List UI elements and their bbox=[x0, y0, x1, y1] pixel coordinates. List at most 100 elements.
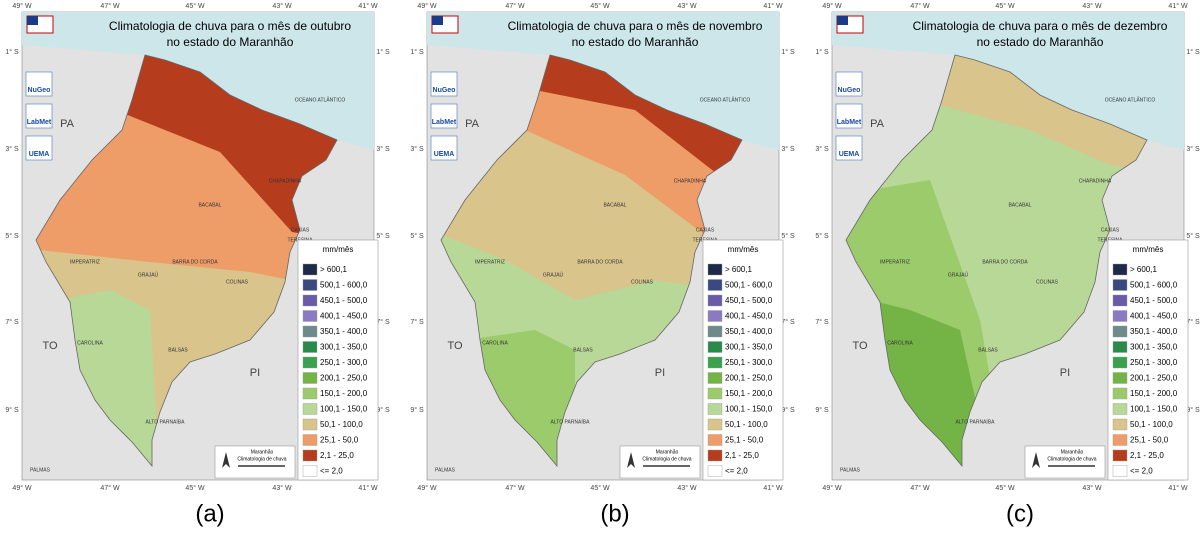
state-label: PA bbox=[60, 118, 75, 130]
longitude-label: 43° W bbox=[1082, 484, 1102, 492]
legend-label: 450,1 - 500,0 bbox=[725, 296, 773, 305]
city-label: BACABAL bbox=[198, 202, 221, 208]
longitude-label: 43° W bbox=[1082, 2, 1102, 10]
longitude-label: 49° W bbox=[822, 2, 842, 10]
city-label: CAXIAS bbox=[696, 227, 715, 233]
legend-label: 300,1 - 350,0 bbox=[320, 343, 368, 352]
city-label: IMPERATRIZ bbox=[880, 259, 910, 265]
legend-swatch bbox=[707, 263, 723, 276]
legend-label: 450,1 - 500,0 bbox=[320, 296, 368, 305]
longitude-label: 41° W bbox=[763, 484, 783, 492]
legend-label: 350,1 - 400,0 bbox=[1130, 327, 1178, 336]
longitude-label: 47° W bbox=[910, 2, 930, 10]
latitude-label: 9° S bbox=[376, 406, 390, 414]
latitude-label: 5° S bbox=[5, 232, 19, 240]
city-label: CAXIAS bbox=[1101, 227, 1120, 233]
latitude-label: 5° S bbox=[376, 232, 390, 240]
longitude-label: 43° W bbox=[677, 2, 697, 10]
ocean bbox=[832, 12, 1184, 150]
legend-label: 500,1 - 600,0 bbox=[725, 281, 773, 290]
title-line: no estado do Maranhão bbox=[977, 35, 1104, 49]
legend-label: 400,1 - 450,0 bbox=[320, 312, 368, 321]
city-label: PALMAS bbox=[435, 467, 456, 473]
legend-label: 100,1 - 150,0 bbox=[725, 405, 773, 414]
latitude-label: 7° S bbox=[1186, 318, 1200, 326]
longitude-label: 45° W bbox=[185, 2, 205, 10]
logo-text: NuGeo bbox=[433, 87, 456, 94]
city-label: BARRA DO CORDA bbox=[172, 259, 218, 265]
legend-label: 250,1 - 300,0 bbox=[320, 358, 368, 367]
legend-swatch bbox=[302, 341, 318, 353]
city-label: IMPERATRIZ bbox=[475, 259, 505, 265]
logo bbox=[430, 135, 458, 161]
city-label: ALTO PARNAÍBA bbox=[956, 418, 996, 425]
city-label: OCEANO ATLÂNTICO bbox=[700, 96, 751, 103]
longitude-label: 49° W bbox=[822, 484, 842, 492]
logo-text: NuGeo bbox=[28, 87, 51, 94]
legend-label: <= 2,0 bbox=[725, 467, 748, 476]
city-label: CHAPADINHA bbox=[1079, 178, 1112, 184]
legend-swatch bbox=[707, 310, 723, 322]
panel-caption: (b) bbox=[600, 500, 629, 527]
legend-title: mm/mês bbox=[1133, 245, 1164, 254]
city-label: CAXIAS bbox=[291, 227, 310, 233]
longitude-label: 41° W bbox=[763, 2, 783, 10]
city-label: OCEANO ATLÂNTICO bbox=[295, 96, 346, 103]
legend-label: 25,1 - 50,0 bbox=[725, 436, 764, 445]
north-arrow bbox=[1032, 452, 1040, 468]
legend-swatch bbox=[302, 418, 318, 431]
legend-swatch bbox=[707, 418, 723, 431]
ocean bbox=[22, 12, 374, 150]
legend-label: 500,1 - 600,0 bbox=[1130, 281, 1178, 290]
city-label: IMPERATRIZ bbox=[70, 259, 100, 265]
title-line: Climatologia de chuva para o mês de nove… bbox=[508, 19, 763, 33]
legend-swatch bbox=[302, 325, 318, 338]
legend-swatch bbox=[707, 372, 723, 384]
state-outline bbox=[845, 54, 1148, 468]
latitude-label: 3° S bbox=[376, 145, 390, 153]
latitude-label: 3° S bbox=[5, 145, 19, 153]
legend-swatch bbox=[302, 356, 318, 369]
legend-swatch bbox=[302, 465, 318, 477]
legend-swatch bbox=[1112, 465, 1128, 477]
scale-text: Maranhão bbox=[251, 449, 274, 455]
longitude-label: 45° W bbox=[185, 484, 205, 492]
city-label: BARRA DO CORDA bbox=[982, 259, 1028, 265]
legend-swatch bbox=[302, 279, 318, 291]
logo bbox=[430, 103, 458, 129]
state-label: PI bbox=[655, 367, 665, 379]
legend-label: > 600,1 bbox=[320, 265, 347, 274]
latitude-label: 5° S bbox=[410, 232, 424, 240]
legend-label: 200,1 - 250,0 bbox=[320, 374, 368, 383]
city-label: CAROLINA bbox=[77, 340, 103, 346]
longitude-label: 43° W bbox=[677, 484, 697, 492]
legend-label: 2,1 - 25,0 bbox=[1130, 451, 1164, 460]
city-label: BALSAS bbox=[978, 347, 998, 353]
legend-swatch bbox=[707, 325, 723, 338]
city-label: BACABAL bbox=[603, 202, 626, 208]
logo bbox=[25, 71, 53, 97]
north-arrow bbox=[222, 452, 230, 468]
legend-swatch bbox=[1112, 372, 1128, 384]
legend-swatch bbox=[1112, 294, 1128, 307]
legend-label: 300,1 - 350,0 bbox=[1130, 343, 1178, 352]
state-label: TO bbox=[852, 340, 868, 352]
map-panel: Climatologia de chuva para o mês de deze… bbox=[815, 2, 1200, 528]
longitude-label: 45° W bbox=[995, 484, 1015, 492]
legend-label: 2,1 - 25,0 bbox=[725, 451, 759, 460]
longitude-label: 45° W bbox=[995, 2, 1015, 10]
legend-swatch bbox=[1112, 449, 1128, 462]
legend-label: 500,1 - 600,0 bbox=[320, 281, 368, 290]
legend-swatch bbox=[1112, 403, 1128, 415]
latitude-label: 3° S bbox=[410, 145, 424, 153]
logo-text: LabMet bbox=[432, 119, 457, 126]
legend-swatch bbox=[302, 372, 318, 384]
legend-swatch bbox=[707, 449, 723, 462]
scale-text: Climatologia de chuva bbox=[1047, 456, 1096, 462]
legend-swatch bbox=[1112, 418, 1128, 431]
panel-caption: (c) bbox=[1006, 500, 1034, 527]
legend-label: <= 2,0 bbox=[1130, 467, 1153, 476]
scale-text: Maranhão bbox=[1061, 449, 1084, 455]
longitude-label: 47° W bbox=[100, 2, 120, 10]
